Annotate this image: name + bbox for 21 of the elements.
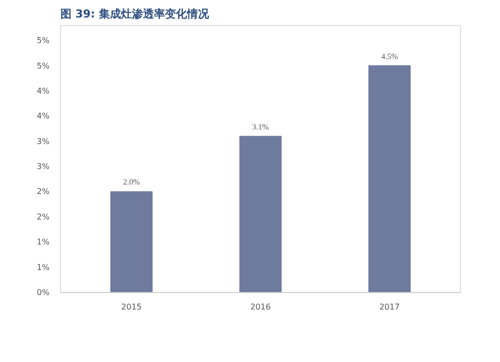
x-tick-label: 2017 (379, 302, 400, 312)
y-tick-label: 4% (36, 112, 50, 121)
data-label: 4.5% (381, 52, 398, 61)
bar (110, 191, 153, 292)
y-tick-label: 0% (36, 288, 50, 297)
y-tick-label: 1% (36, 262, 50, 272)
x-tick-label: 2016 (250, 302, 271, 312)
data-label: 2.0% (123, 178, 140, 187)
y-tick-label: 3% (36, 136, 50, 146)
chart-title: 图 39: 集成灶渗透率变化情况 (60, 8, 210, 20)
y-tick-label: 5% (36, 61, 50, 70)
y-tick-label: 2% (36, 187, 50, 196)
y-tick-label: 5% (36, 36, 50, 46)
y-tick-label: 2% (36, 212, 50, 222)
data-label: 3.1% (252, 122, 270, 132)
y-tick-label: 4% (36, 86, 50, 96)
y-tick-label: 3% (36, 162, 50, 172)
bar (239, 136, 282, 292)
bar (368, 65, 411, 292)
y-tick-label: 1% (36, 238, 50, 247)
x-tick-label: 2015 (121, 302, 142, 312)
